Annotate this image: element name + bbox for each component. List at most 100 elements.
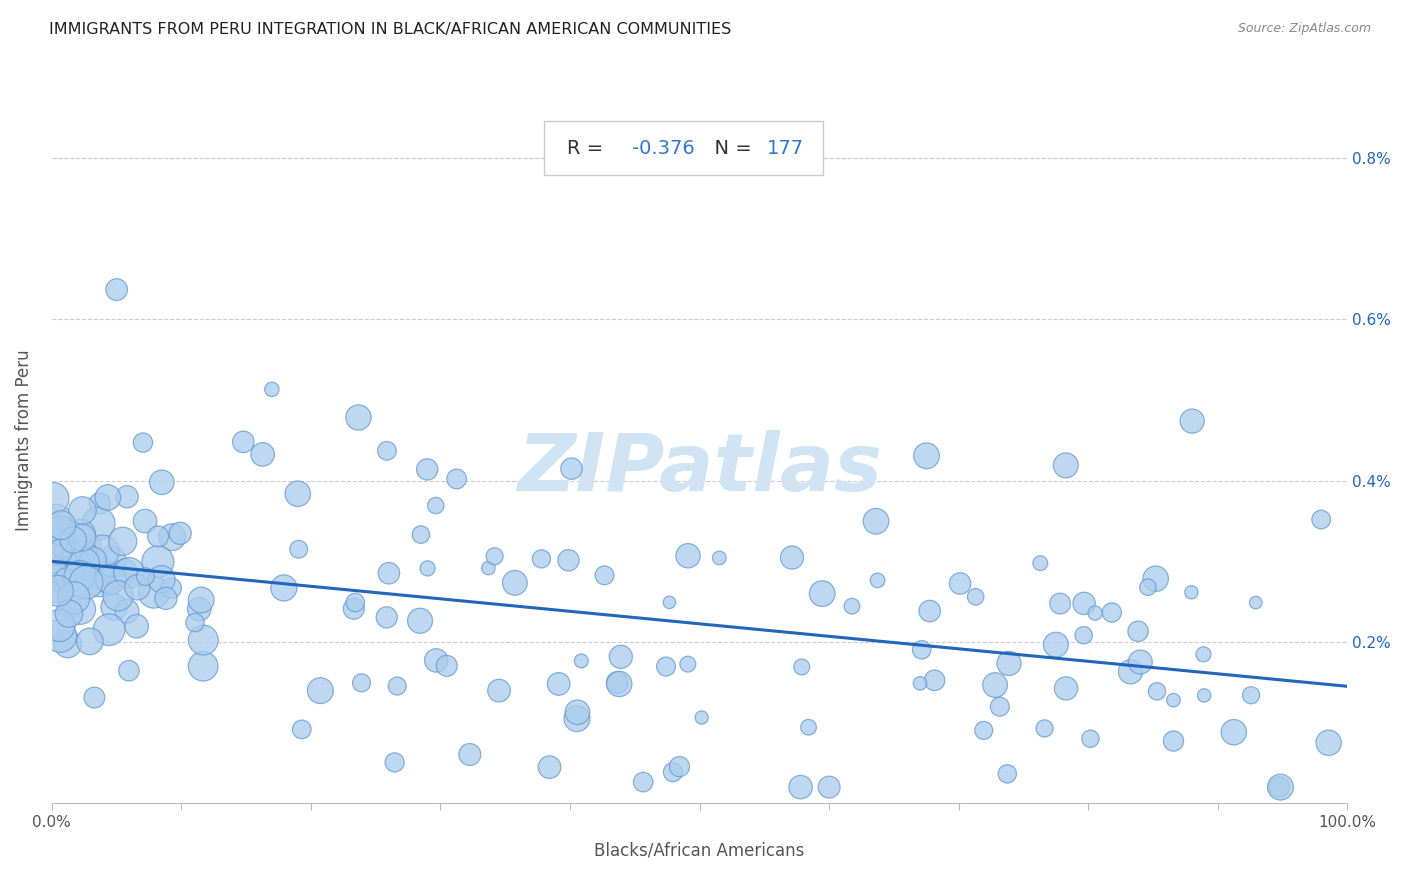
Point: [631, 775, 654, 789]
Point: [409, 527, 432, 541]
Point: [1223, 725, 1246, 739]
Point: [375, 610, 398, 624]
Point: [1163, 693, 1185, 707]
Point: [291, 723, 314, 737]
Point: [118, 664, 141, 678]
Point: [1045, 638, 1067, 652]
Point: [232, 434, 254, 449]
Point: [42, 571, 65, 585]
Point: [780, 550, 803, 565]
Point: [995, 767, 1018, 781]
Point: [1129, 655, 1152, 669]
Point: [567, 706, 589, 720]
Point: [69, 569, 91, 583]
Point: [607, 677, 630, 691]
Point: [42, 491, 65, 506]
Point: [416, 561, 439, 575]
Point: [169, 526, 191, 541]
Point: [1049, 597, 1071, 611]
Point: [1310, 512, 1333, 526]
Point: [89, 496, 111, 510]
Point: [1144, 572, 1167, 586]
Point: [655, 659, 678, 673]
Point: [70, 531, 93, 545]
Point: [252, 447, 274, 461]
Point: [309, 683, 332, 698]
Point: [610, 649, 633, 664]
Point: [69, 602, 91, 616]
Text: 177: 177: [766, 138, 804, 158]
Point: [115, 490, 138, 504]
FancyBboxPatch shape: [544, 121, 823, 176]
Point: [51, 518, 73, 533]
Point: [100, 572, 122, 586]
Point: [557, 553, 579, 567]
Point: [790, 660, 813, 674]
Point: [82, 558, 104, 573]
Point: [350, 675, 373, 690]
Point: [45, 565, 67, 579]
Point: [676, 657, 699, 672]
Point: [75, 575, 97, 590]
Point: [1029, 556, 1052, 570]
Point: [347, 410, 370, 425]
Point: [72, 503, 94, 517]
Text: N =: N =: [702, 138, 758, 158]
Point: [811, 586, 834, 600]
Point: [184, 615, 207, 630]
X-axis label: Blacks/African Americans: Blacks/African Americans: [595, 841, 804, 859]
Text: R =: R =: [568, 138, 610, 158]
Point: [190, 593, 212, 607]
Point: [49, 544, 72, 558]
Point: [662, 765, 685, 780]
Point: [56, 637, 79, 651]
Point: [51, 567, 73, 582]
Point: [378, 566, 401, 581]
Point: [416, 462, 439, 476]
Point: [984, 678, 1007, 692]
Point: [503, 575, 526, 590]
Y-axis label: Immigrants from Peru: Immigrants from Peru: [15, 350, 32, 531]
Point: [62, 533, 84, 547]
Point: [384, 756, 406, 770]
Point: [134, 514, 156, 528]
Point: [530, 552, 553, 566]
Point: [1080, 731, 1102, 746]
Point: [924, 673, 946, 688]
Point: [841, 599, 863, 614]
Point: [118, 566, 141, 580]
Point: [146, 555, 169, 569]
Point: [375, 443, 398, 458]
Point: [143, 585, 166, 599]
Point: [547, 677, 569, 691]
Point: [193, 633, 215, 648]
Point: [82, 553, 104, 567]
Point: [89, 573, 111, 587]
Point: [1136, 580, 1159, 594]
Point: [988, 699, 1011, 714]
Point: [658, 595, 681, 609]
Point: [1268, 780, 1291, 794]
Point: [1126, 624, 1149, 639]
Point: [107, 589, 129, 603]
Point: [132, 435, 155, 450]
Point: [865, 514, 887, 528]
Point: [114, 564, 136, 578]
Point: [569, 654, 592, 668]
Point: [260, 383, 283, 397]
Point: [1181, 414, 1204, 428]
Point: [1192, 648, 1215, 662]
Point: [1163, 734, 1185, 748]
Point: [72, 557, 94, 571]
Point: [690, 710, 713, 724]
Point: [1317, 736, 1340, 750]
Point: [565, 712, 588, 726]
Point: [83, 690, 105, 705]
Point: [538, 760, 561, 774]
Point: [1033, 722, 1056, 736]
Point: [344, 595, 367, 609]
Point: [134, 569, 156, 583]
Point: [998, 657, 1021, 671]
Point: [1073, 596, 1095, 610]
Point: [458, 747, 481, 762]
